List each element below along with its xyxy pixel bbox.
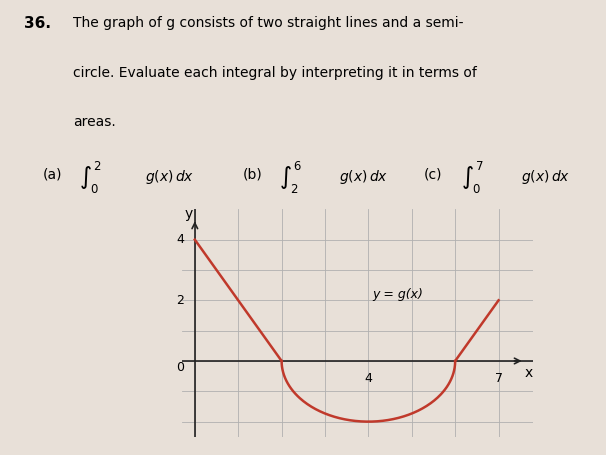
Text: y = g(x): y = g(x) xyxy=(373,288,424,301)
Text: 7: 7 xyxy=(494,372,502,384)
Text: The graph of g consists of two straight lines and a semi-: The graph of g consists of two straight … xyxy=(73,16,463,30)
Text: x: x xyxy=(525,365,533,379)
Text: areas.: areas. xyxy=(73,115,116,129)
Text: $\int_2^6$: $\int_2^6$ xyxy=(279,160,302,196)
Text: $g(x)\,dx$: $g(x)\,dx$ xyxy=(145,168,195,186)
Text: 4: 4 xyxy=(364,372,372,384)
Text: $\int_0^7$: $\int_0^7$ xyxy=(461,160,484,196)
Text: (b): (b) xyxy=(242,168,262,182)
Text: $g(x)\,dx$: $g(x)\,dx$ xyxy=(521,168,570,186)
Text: 0: 0 xyxy=(176,361,184,374)
Text: $\int_0^2$: $\int_0^2$ xyxy=(79,160,101,196)
Text: (a): (a) xyxy=(42,168,62,182)
Text: 36.: 36. xyxy=(24,16,52,31)
Text: circle. Evaluate each integral by interpreting it in terms of: circle. Evaluate each integral by interp… xyxy=(73,66,476,80)
Text: 4: 4 xyxy=(176,233,184,246)
Text: $g(x)\,dx$: $g(x)\,dx$ xyxy=(339,168,388,186)
Text: (c): (c) xyxy=(424,168,443,182)
Text: y: y xyxy=(184,207,193,221)
Text: 2: 2 xyxy=(176,294,184,307)
